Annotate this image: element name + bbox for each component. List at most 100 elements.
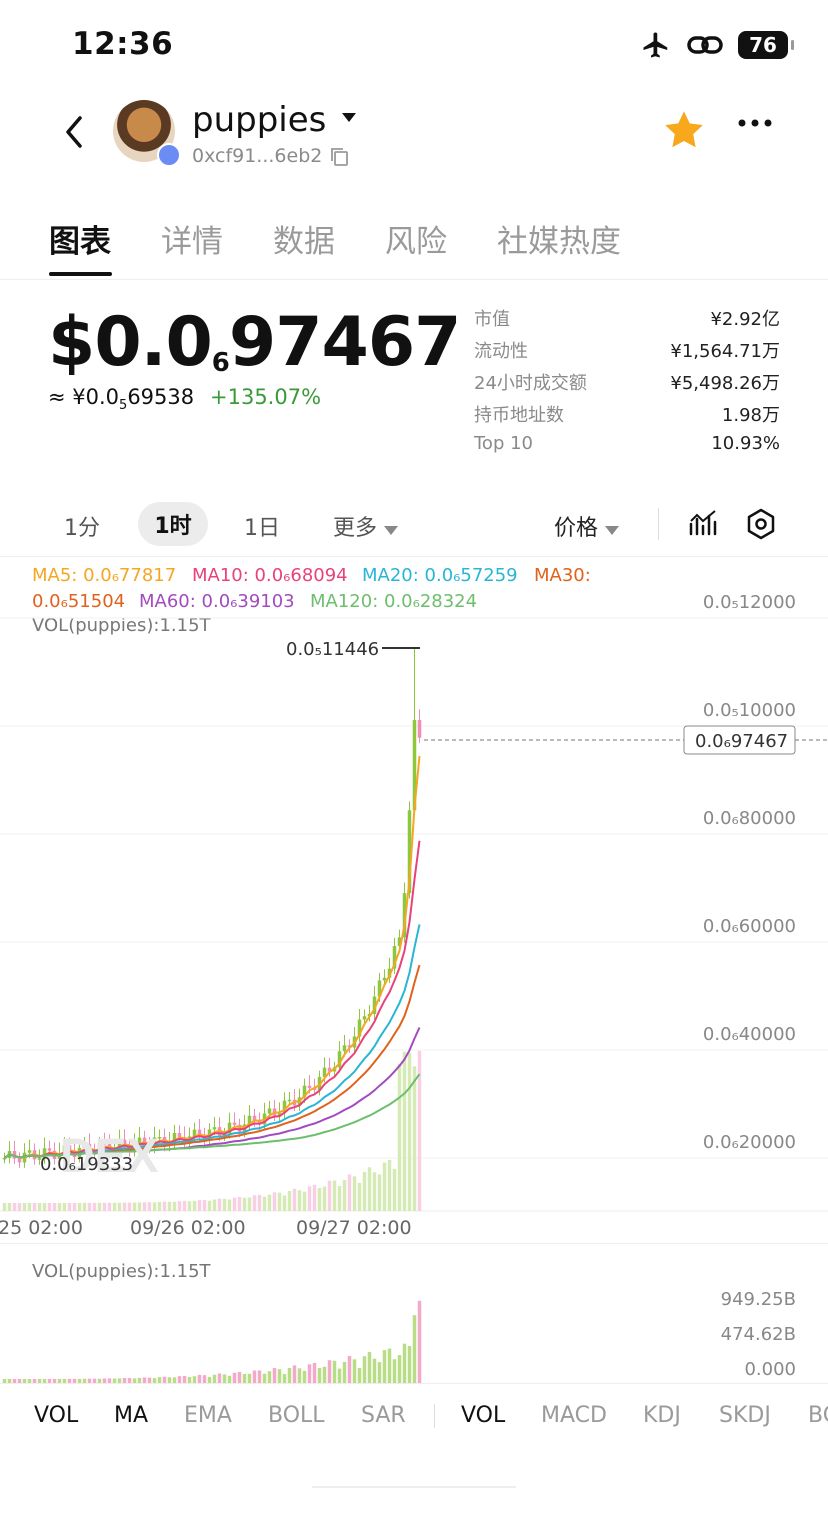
volume-bar bbox=[392, 1359, 397, 1383]
volume-bar bbox=[167, 1377, 172, 1383]
price-chart[interactable]: DEX 0.0₅11446 0.0₆19333 0.0₆97467 0.0₅12… bbox=[0, 556, 828, 1256]
volume-bar bbox=[142, 1377, 147, 1383]
volume-bar bbox=[357, 1368, 362, 1383]
candle bbox=[117, 1139, 122, 1149]
volume-bar bbox=[72, 1202, 77, 1211]
candle bbox=[287, 1099, 292, 1102]
interval-1m[interactable]: 1分 bbox=[64, 516, 100, 541]
volume-bar bbox=[347, 1356, 352, 1383]
home-indicator bbox=[312, 1486, 516, 1488]
volume-chart[interactable] bbox=[0, 1290, 828, 1383]
candle bbox=[27, 1150, 32, 1153]
volume-bar bbox=[382, 1162, 387, 1211]
volume-bar bbox=[12, 1203, 17, 1211]
favorite-star-icon[interactable] bbox=[663, 110, 705, 150]
tab-risk[interactable]: 风险 bbox=[385, 224, 447, 260]
interval-more[interactable]: 更多 bbox=[333, 510, 399, 542]
indicator-bc[interactable]: BC bbox=[808, 1403, 828, 1428]
volume-bar bbox=[152, 1378, 157, 1383]
chart-type-icon[interactable] bbox=[688, 508, 718, 538]
volume-bar bbox=[72, 1378, 77, 1383]
ma20-legend: MA20: 0.0₆57259 bbox=[362, 565, 518, 586]
volume-bar bbox=[197, 1374, 202, 1383]
candle bbox=[397, 937, 402, 947]
candle bbox=[342, 1045, 347, 1052]
tab-data[interactable]: 数据 bbox=[273, 224, 335, 260]
chevron-down-icon bbox=[605, 526, 620, 535]
indicator-ema[interactable]: EMA bbox=[184, 1403, 232, 1428]
volume-bar bbox=[362, 1171, 367, 1211]
volume-bar bbox=[332, 1180, 337, 1211]
volume-bar bbox=[17, 1203, 22, 1211]
volume-bar bbox=[62, 1202, 67, 1211]
volume-bar bbox=[282, 1374, 287, 1383]
link-icon bbox=[687, 36, 723, 54]
volume-bar bbox=[372, 1358, 377, 1383]
volume-bar bbox=[277, 1192, 282, 1211]
token-dropdown-icon[interactable] bbox=[342, 113, 356, 123]
volume-bar bbox=[287, 1190, 292, 1211]
x-tick: 25 02:00 bbox=[0, 1217, 83, 1239]
volume-bar bbox=[237, 1371, 242, 1383]
divider bbox=[0, 279, 828, 280]
stat-value-mcap: ¥2.92亿 bbox=[710, 309, 780, 330]
indicator-skdj[interactable]: SKDJ bbox=[719, 1403, 771, 1428]
volume-bar bbox=[32, 1378, 37, 1383]
ethereum-chain-icon bbox=[157, 143, 181, 167]
low-label: 0.0₆19333 bbox=[40, 1154, 133, 1175]
stat-value-holders: 1.98万 bbox=[721, 405, 780, 426]
volume-bar bbox=[322, 1186, 327, 1211]
battery-indicator: 76 bbox=[738, 31, 794, 59]
price-toggle[interactable]: 价格 bbox=[554, 510, 620, 542]
volume-bar bbox=[402, 1343, 407, 1383]
candle bbox=[402, 893, 407, 938]
tab-social[interactable]: 社媒热度 bbox=[497, 224, 621, 260]
volume-bar bbox=[352, 1176, 357, 1211]
copy-icon[interactable] bbox=[330, 147, 350, 167]
tab-active-indicator bbox=[49, 272, 112, 276]
settings-icon[interactable] bbox=[746, 508, 776, 540]
tab-details[interactable]: 详情 bbox=[161, 224, 223, 260]
tab-chart[interactable]: 图表 bbox=[49, 224, 111, 260]
volume-bar bbox=[57, 1378, 62, 1383]
volume-bar bbox=[142, 1202, 147, 1211]
candle bbox=[137, 1137, 142, 1143]
candle bbox=[417, 720, 422, 738]
current-price: $0.0697467 bbox=[48, 303, 461, 382]
candle bbox=[252, 1115, 257, 1122]
volume-bar bbox=[347, 1174, 352, 1211]
indicator-boll[interactable]: BOLL bbox=[268, 1403, 325, 1428]
indicator-kdj[interactable]: KDJ bbox=[643, 1403, 681, 1428]
volume-bar bbox=[302, 1370, 307, 1383]
volume-bar bbox=[127, 1202, 132, 1211]
more-options-icon[interactable] bbox=[737, 118, 773, 128]
volume-bar bbox=[372, 1172, 377, 1211]
token-name[interactable]: puppies bbox=[192, 100, 327, 140]
volume-bar bbox=[47, 1378, 52, 1383]
volume-bar bbox=[42, 1378, 47, 1383]
interval-1d[interactable]: 1日 bbox=[244, 516, 280, 541]
indicator-sar[interactable]: SAR bbox=[361, 1403, 406, 1428]
candle bbox=[277, 1113, 282, 1116]
volume-bar bbox=[117, 1202, 122, 1211]
candle bbox=[2, 1158, 7, 1160]
interval-1h[interactable]: 1时 bbox=[138, 502, 208, 546]
y-tick: 0.0₅10000 bbox=[703, 700, 796, 721]
indicator-ma[interactable]: MA bbox=[114, 1403, 149, 1428]
volume-bar bbox=[307, 1186, 312, 1211]
candle bbox=[362, 1016, 367, 1020]
indicator-sub-vol[interactable]: VOL bbox=[461, 1403, 506, 1428]
volume-bar bbox=[192, 1200, 197, 1211]
volume-bar bbox=[402, 1051, 407, 1211]
volume-bar bbox=[327, 1180, 332, 1211]
back-button[interactable] bbox=[58, 112, 94, 152]
indicator-vol[interactable]: VOL bbox=[34, 1403, 79, 1428]
y-tick: 0.0₆40000 bbox=[703, 1024, 796, 1045]
candle bbox=[302, 1085, 307, 1098]
candle bbox=[412, 720, 417, 811]
price-change: +135.07% bbox=[210, 385, 322, 409]
volume-bar bbox=[247, 1373, 252, 1383]
indicator-macd[interactable]: MACD bbox=[541, 1403, 607, 1428]
price-cny: ≈ ¥0.0569538 bbox=[48, 385, 195, 414]
y-tick: 0.0₆80000 bbox=[703, 808, 796, 829]
